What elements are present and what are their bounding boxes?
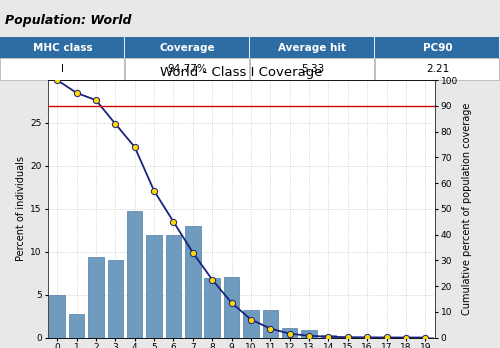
- Bar: [166, 235, 181, 338]
- FancyBboxPatch shape: [0, 58, 124, 80]
- FancyBboxPatch shape: [250, 58, 374, 80]
- Text: 5.33: 5.33: [301, 64, 324, 74]
- Bar: [146, 235, 162, 338]
- FancyBboxPatch shape: [125, 58, 249, 80]
- Text: Coverage: Coverage: [160, 43, 216, 53]
- FancyBboxPatch shape: [0, 37, 124, 58]
- Bar: [262, 310, 278, 338]
- Text: PC90: PC90: [422, 43, 452, 53]
- FancyBboxPatch shape: [250, 37, 374, 58]
- Bar: [379, 337, 394, 338]
- Bar: [398, 337, 413, 338]
- Bar: [204, 278, 220, 338]
- Bar: [243, 310, 258, 338]
- Y-axis label: Cumulative percent of population coverage: Cumulative percent of population coverag…: [462, 103, 472, 315]
- Text: 94.77%: 94.77%: [168, 64, 207, 74]
- Text: Population: World: Population: World: [5, 14, 132, 26]
- FancyBboxPatch shape: [375, 58, 499, 80]
- Bar: [320, 335, 336, 338]
- Bar: [302, 330, 317, 338]
- Text: Average hit: Average hit: [278, 43, 346, 53]
- Bar: [340, 337, 355, 338]
- FancyBboxPatch shape: [375, 37, 499, 58]
- Bar: [185, 226, 200, 338]
- Bar: [88, 257, 104, 338]
- Title: World - Class I Coverage: World - Class I Coverage: [160, 66, 322, 79]
- Bar: [50, 295, 65, 338]
- Bar: [69, 314, 84, 338]
- Bar: [360, 337, 375, 338]
- Text: I: I: [61, 64, 64, 74]
- Bar: [108, 260, 123, 338]
- Text: MHC class: MHC class: [32, 43, 92, 53]
- Bar: [127, 211, 142, 338]
- Y-axis label: Percent of individuals: Percent of individuals: [16, 156, 26, 261]
- FancyBboxPatch shape: [125, 37, 249, 58]
- Text: 2.21: 2.21: [426, 64, 449, 74]
- Bar: [224, 277, 240, 338]
- Bar: [282, 328, 298, 338]
